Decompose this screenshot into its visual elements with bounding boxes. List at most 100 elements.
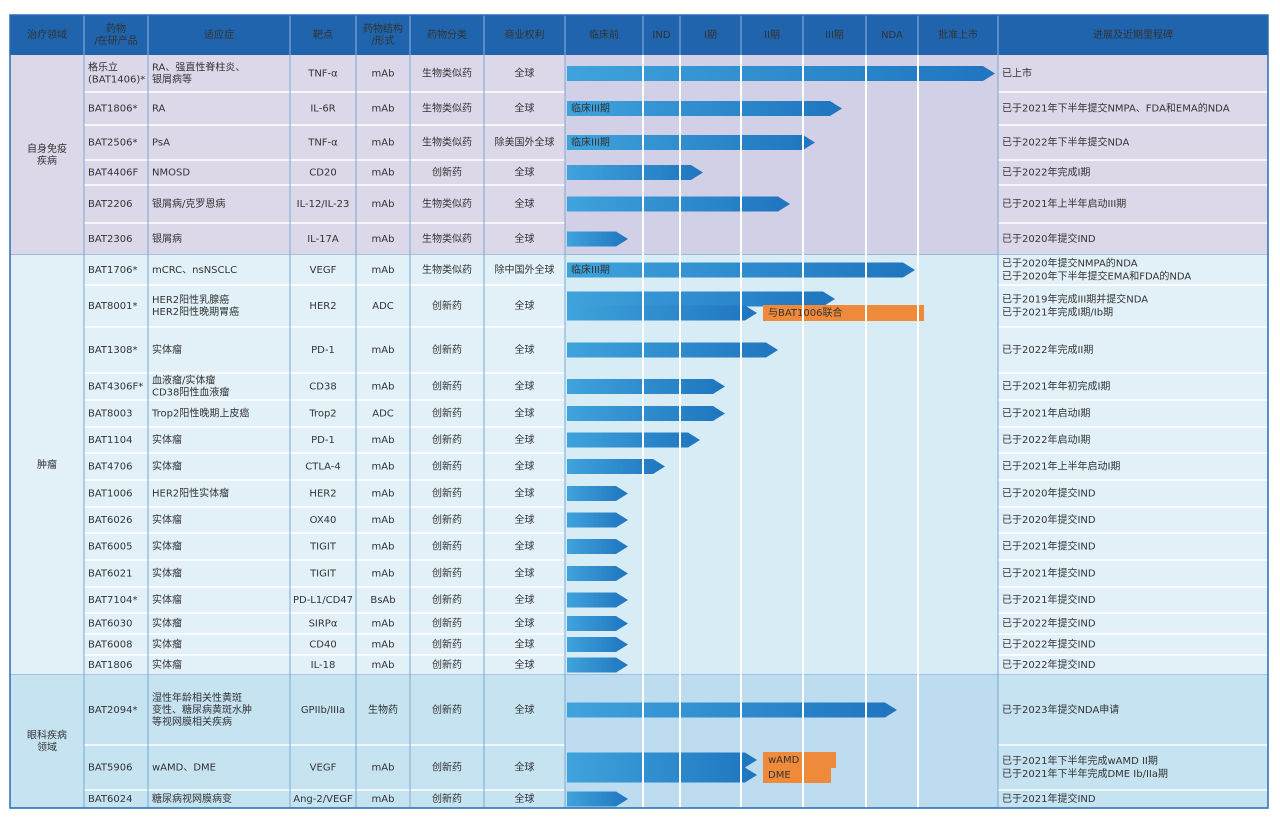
cell-text: BAT5906	[88, 763, 132, 774]
cell-text-line: 实体瘤	[152, 593, 182, 606]
cell-text-line: 创新药	[432, 567, 462, 580]
cell-text: wAMD、DME	[152, 763, 216, 774]
cell-text-line: PsA	[152, 138, 170, 149]
group-note-bg	[998, 675, 1268, 808]
milestone-note: 已于2022年下半年提交NDA	[1002, 136, 1129, 149]
bar-label: 临床III期	[571, 102, 610, 115]
progress-bar	[567, 135, 815, 150]
cell-text: PsA	[152, 138, 170, 149]
header-cell-line: 药物	[106, 22, 126, 35]
cell-text-line: mAb	[372, 69, 395, 80]
cell-text: BAT2206	[88, 199, 132, 210]
cell-text-line: BAT1104	[88, 435, 132, 446]
header-cell-line: /形式	[371, 34, 394, 47]
cell-text-line: 全球	[515, 407, 535, 420]
header-cell-line: II期	[764, 29, 780, 41]
tag-box	[763, 767, 831, 783]
progress-bar	[567, 66, 995, 81]
cell-text: BAT4706	[88, 462, 132, 473]
cell-text-line: RA	[152, 104, 166, 115]
cell-text: BAT1706*	[88, 265, 137, 276]
group-name-line: 肿瘤	[37, 458, 57, 471]
cell-text: 全球	[515, 761, 535, 774]
cell-text-line: TNF-α	[307, 69, 338, 80]
cell-text: 生物药	[368, 703, 398, 716]
milestone-note: 已于2021年下半年完成wAMD II期	[1002, 754, 1158, 767]
cell-text: SIRPα	[309, 619, 338, 630]
cell-text-line: GPIIb/IIIa	[301, 705, 345, 716]
header-cell: 药物结构/形式	[363, 22, 403, 47]
header-cell-line: 药物结构	[363, 22, 403, 35]
cell-text-line: 创新药	[432, 299, 462, 312]
cell-text-line: 除美国外全球	[495, 136, 555, 149]
group-bg	[10, 675, 565, 808]
progress-bar	[567, 432, 700, 448]
cell-text: 实体瘤	[152, 658, 182, 671]
group-note-bg	[998, 255, 1268, 675]
progress-bar	[567, 616, 628, 631]
cell-text-line: 生物类似药	[422, 232, 472, 245]
cell-text: 生物类似药	[422, 67, 472, 80]
cell-text-line: 创新药	[432, 617, 462, 630]
cell-text: IL-17A	[307, 234, 339, 245]
cell-text-line: mAb	[372, 489, 395, 500]
cell-text-line: RA、强直性脊柱炎、	[152, 61, 245, 74]
header-cell: 治疗领域	[27, 28, 67, 41]
cell-text: 实体瘤	[152, 638, 182, 651]
cell-text: BAT1104	[88, 435, 132, 446]
cell-text: BAT6008	[88, 640, 132, 651]
cell-text: NMOSD	[152, 168, 190, 179]
cell-text: mAb	[372, 619, 395, 630]
cell-text-line: 全球	[515, 232, 535, 245]
cell-text-line: 格乐立	[88, 61, 118, 74]
cell-text: 全球	[515, 433, 535, 446]
progress-bar	[567, 459, 665, 474]
cell-text-line: 全球	[515, 343, 535, 356]
cell-text: mAb	[372, 234, 395, 245]
cell-text: 全球	[515, 703, 535, 716]
cell-text: 创新药	[432, 513, 462, 526]
cell-text-line: 全球	[515, 792, 535, 805]
cell-text: PD-L1/CD47	[293, 595, 353, 606]
cell-text-line: 实体瘤	[152, 460, 182, 473]
progress-bar	[567, 791, 628, 807]
cell-text: PD-1	[311, 345, 335, 356]
header-cell: NDA	[881, 30, 903, 41]
group-bg	[10, 255, 565, 675]
cell-text: HER2阳性实体瘤	[152, 487, 229, 500]
cell-text: 创新药	[432, 407, 462, 420]
cell-text-line: BAT8001*	[88, 301, 137, 312]
cell-text-line: Trop2	[308, 409, 336, 420]
cell-text-line: PD-1	[311, 345, 335, 356]
cell-text-line: 血液瘤/实体瘤	[152, 374, 215, 387]
cell-text: mAb	[372, 515, 395, 526]
milestone-note: 已于2020年提交NMPA的NDA	[1002, 257, 1138, 270]
cell-text-line: 生物类似药	[422, 136, 472, 149]
cell-text: 创新药	[432, 487, 462, 500]
cell-text: TIGIT	[309, 542, 337, 553]
group-bg	[10, 55, 565, 255]
cell-text: OX40	[310, 515, 337, 526]
header-cell: IND	[652, 30, 670, 41]
cell-text-line: 创新药	[432, 703, 462, 716]
cell-text: TNF-α	[307, 138, 338, 149]
progress-bar	[567, 231, 628, 247]
cell-text: 除中国外全球	[495, 263, 555, 276]
milestone-note: 已于2021年提交IND	[1002, 593, 1096, 606]
tag-label: wAMD	[768, 755, 800, 766]
cell-text: ADC	[372, 409, 394, 420]
cell-text-line: VEGF	[310, 763, 337, 774]
cell-text: 生物类似药	[422, 263, 472, 276]
cell-text-line: 全球	[515, 638, 535, 651]
cell-text: 湿性年龄相关性黄斑变性、糖尿病黄斑水肿等视网膜相关疾病	[152, 691, 252, 728]
cell-text: 实体瘤	[152, 567, 182, 580]
cell-text: 生物类似药	[422, 197, 472, 210]
progress-bar	[567, 657, 628, 673]
cell-text-line: 全球	[515, 513, 535, 526]
cell-text: 全球	[515, 638, 535, 651]
milestone-note: 已于2020年提交IND	[1002, 513, 1096, 526]
cell-text: mAb	[372, 382, 395, 393]
cell-text-line: 创新药	[432, 166, 462, 179]
cell-text-line: 创新药	[432, 593, 462, 606]
progress-bar	[567, 566, 628, 581]
